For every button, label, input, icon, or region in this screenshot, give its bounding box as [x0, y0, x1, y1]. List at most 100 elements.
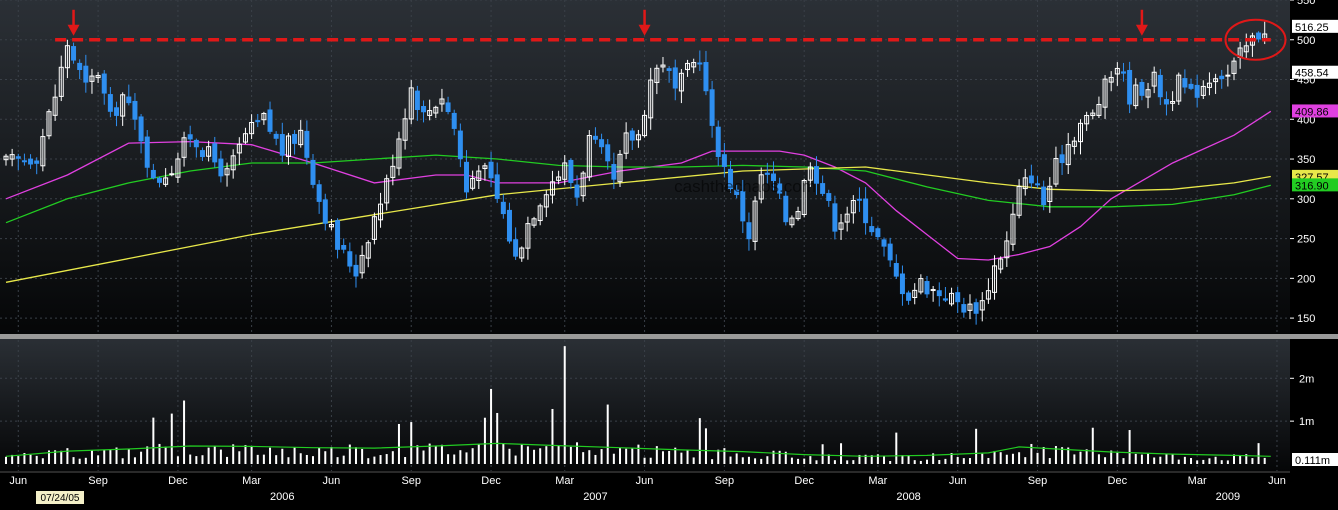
volume-tick-label: 1m — [1299, 416, 1314, 428]
candle-body — [138, 116, 144, 142]
price-candle — [52, 84, 58, 121]
arrow-head — [67, 24, 80, 36]
candle-body — [1047, 185, 1053, 202]
price-candle — [476, 165, 482, 189]
candle-body — [273, 133, 279, 139]
volume-bar — [72, 457, 75, 464]
price-candle — [1133, 78, 1139, 110]
volume-bar — [299, 453, 302, 464]
volume-bar — [152, 417, 155, 464]
volume-bar — [330, 447, 333, 464]
candle-body — [635, 134, 641, 141]
candle-body — [617, 153, 623, 183]
candle-body — [1219, 75, 1225, 80]
price-candle — [433, 105, 439, 118]
price-candle — [531, 216, 537, 228]
price-candle — [1010, 203, 1016, 251]
last-value-box — [1292, 19, 1338, 33]
candle-body — [746, 222, 752, 240]
price-candle — [942, 286, 948, 303]
candle-body — [648, 79, 654, 119]
candle-body — [371, 216, 377, 240]
volume-bar — [164, 446, 167, 464]
price-candle — [236, 137, 242, 165]
price-candle — [384, 174, 390, 211]
price-candle — [697, 50, 703, 71]
price-candle — [930, 285, 936, 302]
price-candle — [635, 129, 641, 148]
candle-body — [292, 133, 298, 144]
candle-body — [408, 87, 414, 120]
candle-body — [1256, 32, 1262, 40]
price-candle — [1139, 78, 1145, 101]
candle-body — [506, 209, 512, 242]
price-candle — [77, 59, 83, 80]
volume-bar — [391, 451, 394, 464]
candle-body — [549, 181, 555, 196]
volume-bar — [833, 460, 836, 464]
candle-body — [359, 254, 365, 274]
price-candle — [549, 170, 555, 204]
price-candle — [642, 110, 648, 138]
volume-bar — [195, 456, 198, 464]
volume-bar — [121, 458, 124, 464]
price-candle — [138, 114, 144, 154]
price-candle — [95, 72, 101, 84]
last-value-label: 409.86 — [1295, 106, 1329, 118]
candle-body — [985, 290, 991, 300]
volume-bar — [1245, 454, 1248, 464]
price-candle — [1243, 33, 1249, 60]
volume-bar — [637, 444, 640, 464]
candle-body — [107, 94, 113, 112]
candle-body — [863, 198, 869, 224]
volume-bar — [293, 447, 296, 464]
candle-body — [163, 177, 169, 185]
price-candle — [322, 193, 328, 231]
candle-body — [169, 173, 175, 176]
candle-body — [242, 133, 248, 143]
candle-body — [1084, 114, 1090, 125]
price-candle — [28, 154, 34, 169]
price-candle — [169, 165, 175, 177]
candle-body — [249, 121, 255, 135]
volume-bar — [1011, 453, 1014, 464]
price-candle — [451, 109, 457, 136]
volume-bar — [981, 453, 984, 464]
candle-body — [1059, 154, 1065, 164]
volume-bar — [84, 457, 87, 464]
price-candle — [126, 84, 132, 106]
price-candle — [89, 68, 95, 94]
candle-body — [856, 198, 862, 201]
price-candle — [1170, 91, 1176, 112]
volume-bar — [1134, 453, 1137, 464]
breakout-circle — [1224, 18, 1287, 61]
volume-bar — [385, 454, 388, 464]
price-candle — [1219, 69, 1225, 89]
volume-bar — [354, 447, 357, 464]
price-candle — [605, 139, 611, 170]
candle-body — [347, 251, 353, 267]
candle-body — [1065, 144, 1071, 166]
candle-body — [396, 138, 402, 169]
volume-bar — [674, 447, 677, 464]
price-candle — [157, 176, 162, 188]
price-candle — [795, 206, 801, 221]
volume-bar — [668, 450, 671, 464]
price-candle — [292, 130, 298, 155]
volume-bar — [447, 454, 450, 464]
volume-bar — [582, 452, 585, 464]
volume-bar — [846, 460, 849, 464]
volume-bar — [17, 456, 20, 464]
price-tick-label: 350 — [1297, 154, 1315, 166]
candle-body — [556, 176, 562, 181]
candle-body — [813, 166, 819, 184]
price-candle — [482, 162, 488, 181]
candle-body — [298, 129, 304, 146]
month-tick-label: Mar — [242, 475, 261, 487]
price-candle — [1151, 66, 1157, 94]
volume-bar — [5, 456, 7, 464]
price-candle — [599, 133, 605, 154]
price-candle — [427, 99, 433, 121]
month-tick-label: Jun — [636, 475, 654, 487]
volume-bar — [993, 450, 996, 464]
